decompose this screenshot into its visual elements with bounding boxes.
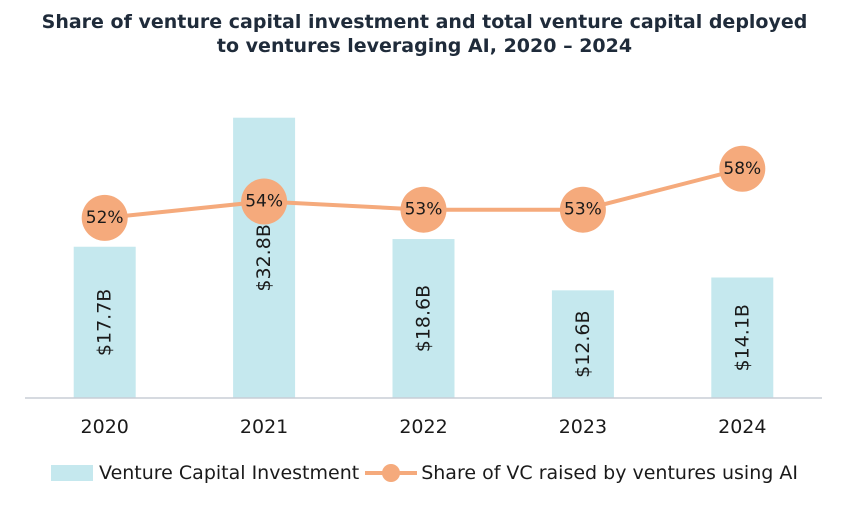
share-label-2024: 58% (723, 159, 761, 179)
x-tick-2021: 2021 (240, 416, 288, 438)
x-tick-2022: 2022 (399, 416, 447, 438)
legend-item-vc-investment: Venture Capital Investment (51, 462, 359, 484)
legend-line-swatch (365, 464, 418, 482)
share-label-2021: 54% (245, 192, 283, 212)
bar-2020 (73, 246, 136, 398)
x-tick-2023: 2023 (559, 416, 607, 438)
legend-bar-swatch (51, 465, 94, 481)
chart-title-line-1: Share of venture capital investment and … (41, 11, 808, 33)
legend: Venture Capital Investment Share of VC r… (0, 462, 849, 484)
bar-2021 (233, 117, 296, 398)
chart-title-line-2: to ventures leveraging AI, 2020 – 2024 (216, 35, 633, 57)
bar-label-2023: $12.6B (572, 310, 594, 377)
chart-title: Share of venture capital investment and … (0, 10, 849, 58)
share-label-2023: 53% (564, 200, 602, 220)
share-point-2021 (241, 178, 288, 225)
legend-item-share-ai: Share of VC raised by ventures using AI (359, 462, 798, 484)
bar-2023 (551, 290, 614, 398)
share-point-2024 (719, 145, 766, 192)
share-label-2020: 52% (86, 208, 124, 228)
bar-label-2022: $18.6B (413, 285, 435, 352)
bars-layer: $17.7B $32.8B $18.6B $12.6B $14.1B (73, 117, 774, 398)
x-tick-labels: 2020 2021 2022 2023 2024 (81, 416, 767, 438)
share-point-2023 (559, 186, 606, 233)
share-label-2022: 53% (405, 200, 443, 220)
legend-label-vc-investment: Venture Capital Investment (99, 462, 360, 484)
share-points-layer: 52% 54% 53% 53% 58% (81, 145, 766, 241)
bar-2022 (392, 239, 455, 398)
share-point-2022 (400, 186, 447, 233)
legend-label-share-ai: Share of VC raised by ventures using AI (421, 462, 798, 484)
legend-line-marker (382, 464, 401, 482)
bar-label-2024: $14.1B (731, 304, 753, 371)
x-tick-2020: 2020 (81, 416, 129, 438)
x-tick-2024: 2024 (718, 416, 766, 438)
bar-label-2020: $17.7B (94, 289, 116, 356)
bar-2024 (711, 277, 774, 398)
share-point-2020 (81, 194, 128, 241)
bar-label-2021: $32.8B (253, 224, 275, 291)
